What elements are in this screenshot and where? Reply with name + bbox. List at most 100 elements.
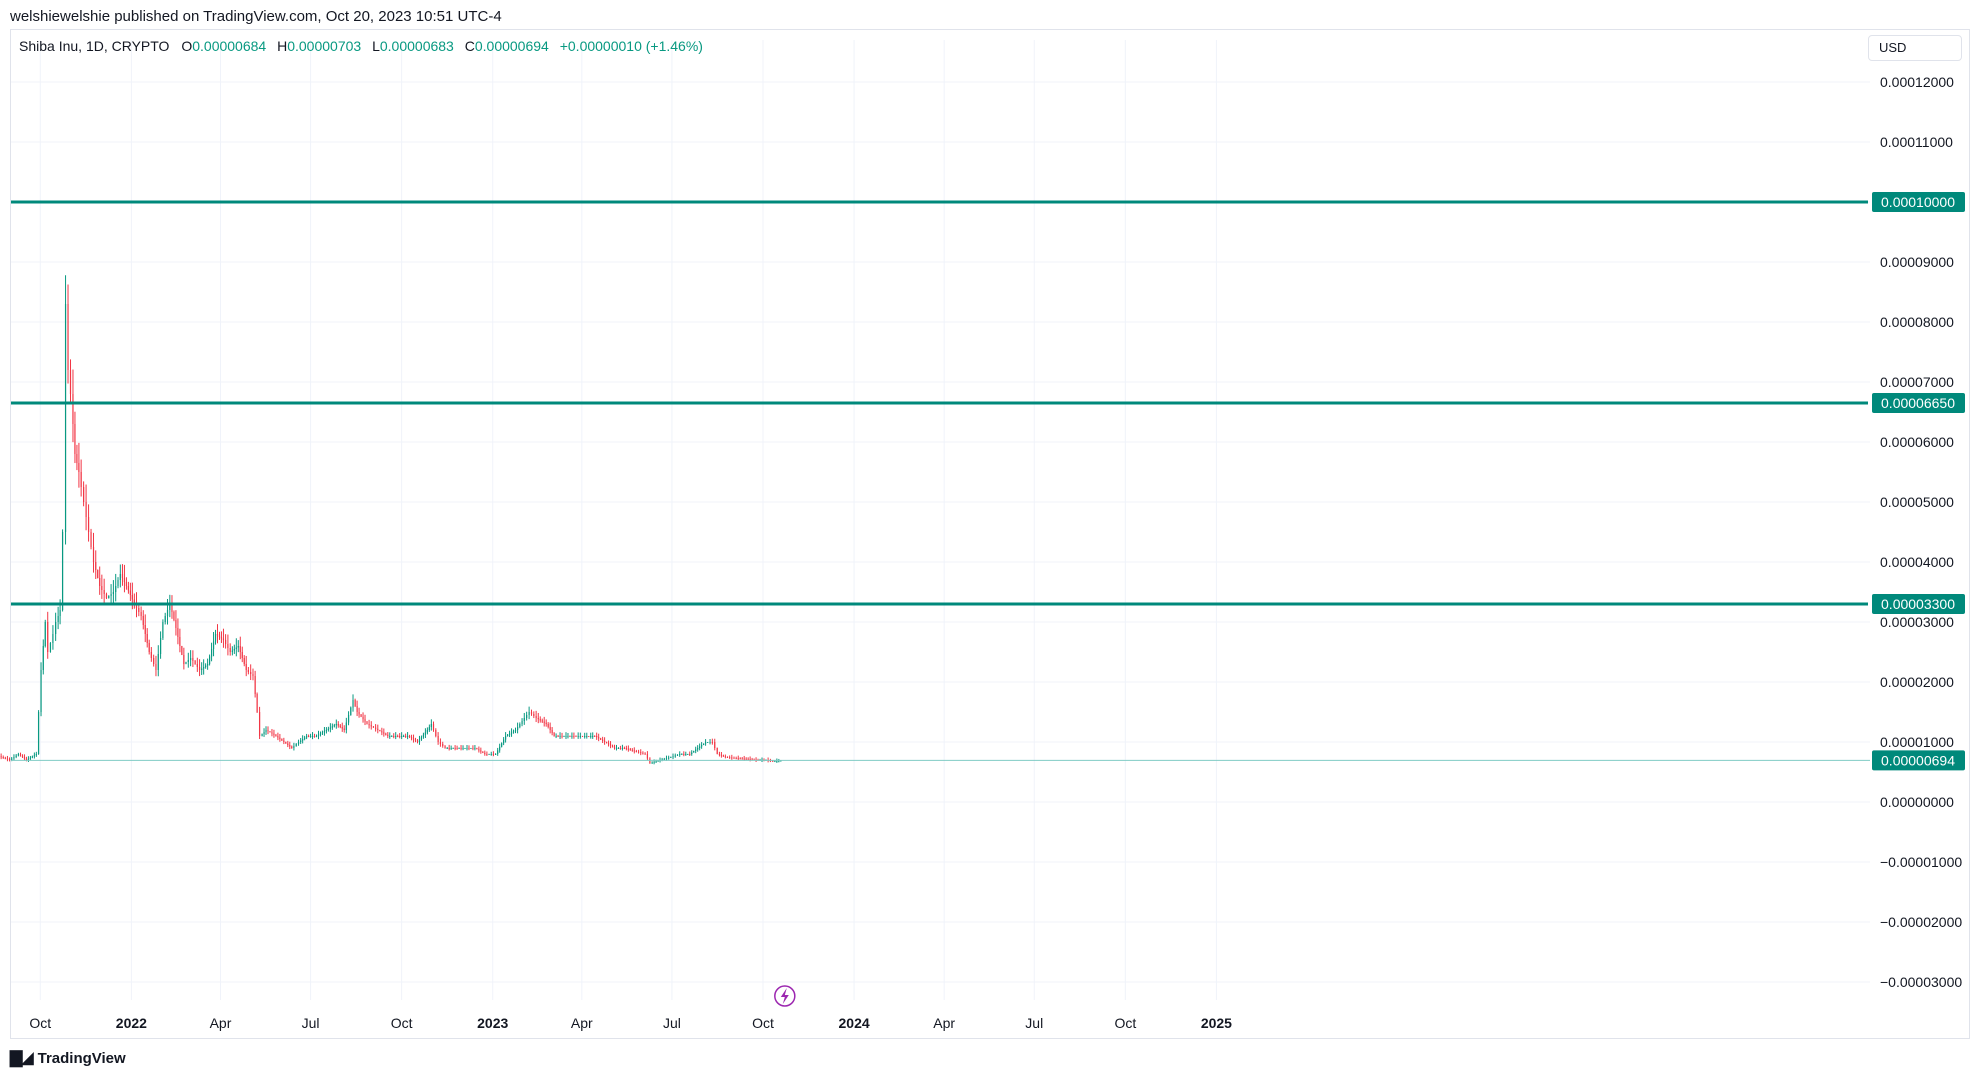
candle-body xyxy=(235,647,237,649)
candle-body xyxy=(227,644,229,648)
candle-body xyxy=(315,736,318,737)
candle-body xyxy=(510,732,513,734)
candle-body xyxy=(224,640,227,644)
candle-body xyxy=(448,748,450,749)
candle-body xyxy=(613,746,616,748)
tradingview-logo[interactable]: ▇◢ TradingView xyxy=(10,1048,126,1068)
candle-body xyxy=(119,574,121,580)
low-label: L xyxy=(372,38,380,54)
candle-body xyxy=(751,759,753,761)
candle-body xyxy=(521,721,523,724)
candle-body xyxy=(689,754,691,755)
x-axis-tick-label: Apr xyxy=(933,1015,955,1031)
candle-body xyxy=(216,634,219,636)
candle-body xyxy=(590,736,592,737)
candle-body xyxy=(670,757,672,758)
candle-body xyxy=(653,761,655,763)
candle-body xyxy=(482,751,484,753)
candle-body xyxy=(695,749,697,751)
candle-body xyxy=(362,716,364,720)
candle-body xyxy=(313,736,316,737)
candle-body xyxy=(339,725,341,727)
candle-body xyxy=(539,719,541,721)
candle-body xyxy=(343,728,345,730)
candle-body xyxy=(196,664,198,667)
x-axis-tick-label: Oct xyxy=(1114,1015,1136,1031)
symbol-label[interactable]: Shiba Inu, 1D, CRYPTO xyxy=(19,38,170,54)
candle-body xyxy=(295,744,297,746)
candle-body xyxy=(317,734,320,736)
candle-body xyxy=(103,590,105,594)
candle-body xyxy=(567,736,569,737)
candle-body xyxy=(393,736,395,737)
candle-body xyxy=(488,754,490,755)
candle-body xyxy=(442,744,444,746)
candle-body xyxy=(183,655,185,664)
candle-body xyxy=(598,737,600,739)
candle-body xyxy=(99,578,101,586)
candle-body xyxy=(4,757,6,759)
candle-body xyxy=(571,736,573,737)
candle-body xyxy=(105,594,108,598)
candle-body xyxy=(117,580,119,586)
candle-body xyxy=(646,754,649,759)
candle-body xyxy=(311,736,314,737)
candle-body xyxy=(220,637,223,639)
candle-body xyxy=(208,656,211,664)
candle-body xyxy=(233,649,235,651)
candle-body xyxy=(250,672,252,674)
candle-body xyxy=(594,736,596,737)
candle-body xyxy=(59,610,61,616)
candle-body xyxy=(95,562,97,570)
y-axis-tick-label: −0.00001000 xyxy=(1880,854,1962,870)
candle-body xyxy=(389,736,391,737)
candle-body xyxy=(229,648,231,652)
candle-body xyxy=(267,730,269,732)
price-level-tag-label: 0.00003300 xyxy=(1881,596,1955,612)
candle-body xyxy=(685,754,687,755)
candle-body xyxy=(565,736,567,737)
candle-body xyxy=(514,730,517,732)
price-level-tag xyxy=(1872,192,1965,212)
change-value: +0.00000010 (+1.46%) xyxy=(559,38,703,54)
candle-body xyxy=(508,733,511,735)
candle-body xyxy=(29,757,31,759)
candle-body xyxy=(474,748,476,749)
high-label: H xyxy=(277,38,288,54)
x-axis-tick-label: 2025 xyxy=(1201,1015,1232,1031)
candle-body xyxy=(735,757,737,759)
candle-body xyxy=(401,736,403,737)
y-axis-tick-label: 0.00000000 xyxy=(1880,794,1954,810)
candle-body xyxy=(563,736,565,737)
ohlc-legend: Shiba Inu, 1D, CRYPTO O0.00000684 H0.000… xyxy=(19,38,710,54)
candle-body xyxy=(83,487,85,502)
candle-body xyxy=(679,754,681,755)
candle-body xyxy=(651,762,653,764)
candle-body xyxy=(615,748,618,749)
candle-body xyxy=(377,728,379,730)
candle-body xyxy=(300,740,302,742)
candle-body xyxy=(726,757,729,758)
candle-body xyxy=(179,637,181,646)
candle-body xyxy=(602,739,604,741)
candle-body xyxy=(192,658,194,661)
candle-body xyxy=(162,622,164,638)
low-value: 0.00000683 xyxy=(379,38,454,54)
candle-body xyxy=(72,394,74,424)
candle-body xyxy=(155,664,157,670)
candle-body xyxy=(207,664,209,666)
candle-body xyxy=(466,748,468,749)
candle-body xyxy=(709,742,711,743)
candle-body xyxy=(655,761,657,763)
candle-body xyxy=(309,736,312,737)
candle-body xyxy=(181,646,183,655)
candle-body xyxy=(472,748,474,749)
candle-body xyxy=(631,749,633,751)
candle-body xyxy=(778,760,780,762)
candle-body xyxy=(596,736,598,738)
candle-body xyxy=(164,616,166,622)
currency-button[interactable]: USD xyxy=(1868,35,1962,61)
candle-body xyxy=(410,737,413,739)
candle-body xyxy=(575,736,577,737)
